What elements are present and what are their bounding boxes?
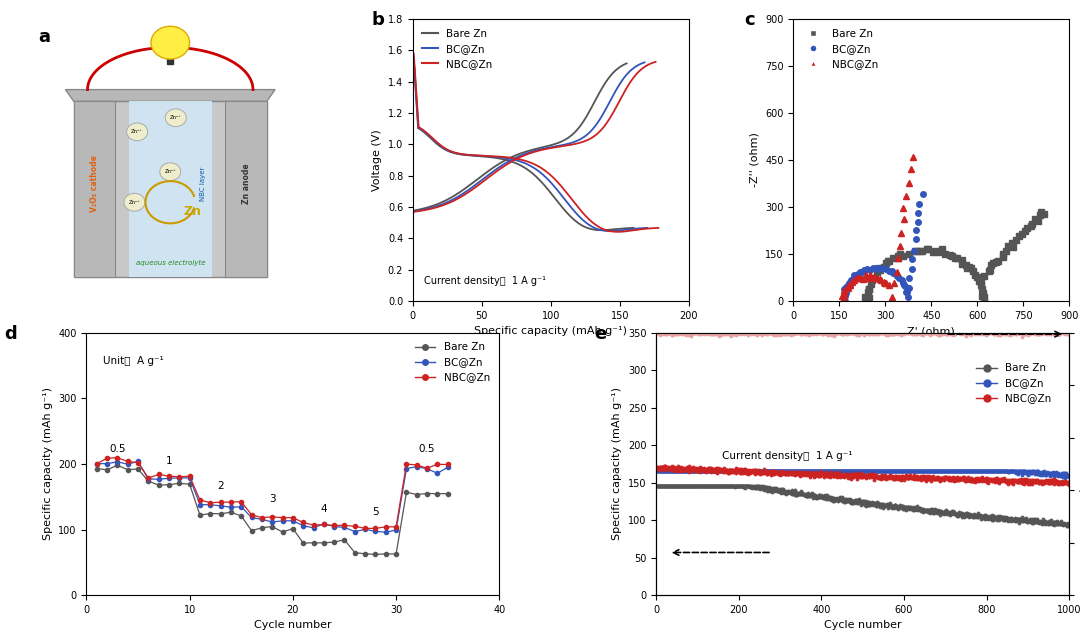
Y-axis label: Specific capacity (mAh g⁻¹): Specific capacity (mAh g⁻¹) [612, 387, 622, 541]
Polygon shape [73, 101, 267, 277]
Text: b: b [372, 11, 384, 29]
Legend: Bare Zn, BC@Zn, NBC@Zn: Bare Zn, BC@Zn, NBC@Zn [410, 338, 495, 387]
Polygon shape [129, 101, 212, 277]
Polygon shape [226, 101, 267, 277]
Circle shape [165, 109, 186, 127]
X-axis label: Specific capacity (mAh g⁻¹): Specific capacity (mAh g⁻¹) [474, 326, 627, 336]
Y-axis label: Specific capacity (mAh g⁻¹): Specific capacity (mAh g⁻¹) [42, 387, 53, 541]
Y-axis label: Voltage (V): Voltage (V) [373, 129, 382, 191]
Text: Unit：  A g⁻¹: Unit： A g⁻¹ [103, 356, 164, 366]
Text: Current density：  1 A g⁻¹: Current density： 1 A g⁻¹ [723, 451, 853, 461]
Y-axis label: -Z'' (ohm): -Z'' (ohm) [750, 132, 759, 188]
X-axis label: Cycle number: Cycle number [254, 620, 332, 630]
Text: Zn²⁺: Zn²⁺ [129, 200, 140, 205]
Legend: Bare Zn, BC@Zn, NBC@Zn: Bare Zn, BC@Zn, NBC@Zn [972, 359, 1056, 408]
Text: 0.5: 0.5 [419, 444, 435, 454]
Text: Zn²⁺: Zn²⁺ [132, 129, 144, 134]
X-axis label: Z' (ohm): Z' (ohm) [907, 326, 955, 336]
Circle shape [126, 123, 148, 141]
Text: 3: 3 [269, 494, 275, 504]
Text: c: c [744, 11, 755, 29]
Polygon shape [66, 90, 275, 101]
Text: e: e [594, 325, 607, 343]
Text: d: d [4, 325, 16, 343]
Text: Zn²⁺: Zn²⁺ [164, 169, 176, 174]
Text: 1: 1 [165, 456, 173, 466]
Circle shape [151, 26, 190, 59]
Text: Zn anode: Zn anode [242, 163, 251, 204]
Text: 2: 2 [217, 481, 224, 491]
Polygon shape [73, 101, 116, 277]
Text: 4: 4 [321, 504, 327, 514]
Text: 0.5: 0.5 [109, 444, 125, 454]
Circle shape [124, 193, 145, 211]
Legend: Bare Zn, BC@Zn, NBC@Zn: Bare Zn, BC@Zn, NBC@Zn [418, 24, 497, 73]
Text: Current density：  1 A g⁻¹: Current density： 1 A g⁻¹ [424, 276, 546, 286]
Circle shape [160, 163, 180, 180]
Text: V₂O₅ cathode: V₂O₅ cathode [90, 155, 99, 212]
Text: NBC layer: NBC layer [201, 166, 206, 201]
Legend: Bare Zn, BC@Zn, NBC@Zn: Bare Zn, BC@Zn, NBC@Zn [799, 24, 882, 73]
Text: a: a [38, 28, 50, 45]
Text: Zn: Zn [184, 205, 201, 218]
Text: Zn²⁺: Zn²⁺ [170, 115, 181, 120]
Text: 5: 5 [373, 506, 379, 516]
X-axis label: Cycle number: Cycle number [824, 620, 902, 630]
Text: aqueous electrolyte: aqueous electrolyte [135, 260, 205, 266]
